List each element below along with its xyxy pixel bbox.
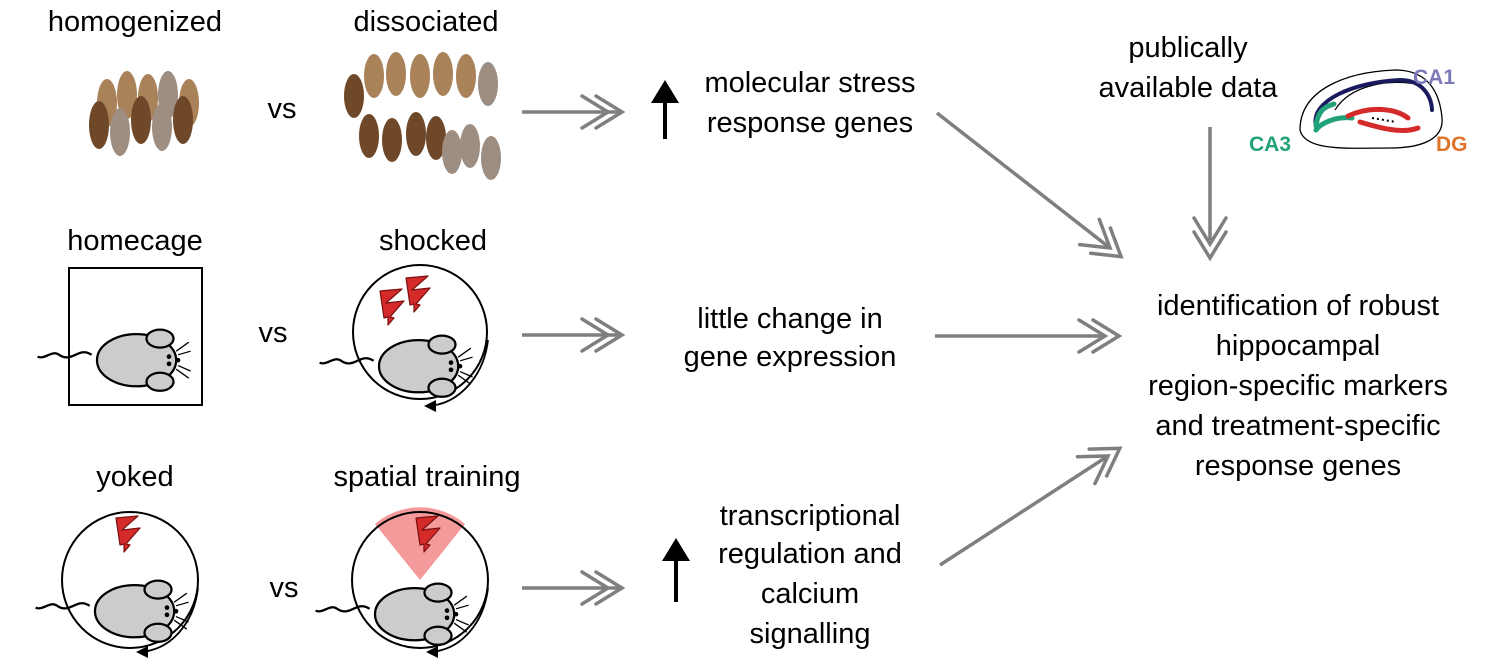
tissue-cells-icon-dissociated — [344, 52, 501, 180]
result-2-line-2: gene expression — [684, 341, 897, 373]
mouse-icon-spatial — [314, 582, 470, 646]
public-data-line-2: available data — [1099, 72, 1279, 104]
region-ca1-label: CA1 — [1413, 66, 1455, 89]
result-1-line-2: response genes — [707, 107, 913, 139]
arena-yoked — [61, 511, 199, 649]
double-arrow-icon-2 — [522, 317, 624, 353]
region-dg-label: DG — [1436, 133, 1468, 156]
lightning-icon-2 — [405, 275, 431, 313]
double-arrow-icon-1 — [522, 94, 624, 130]
vs-label-3: vs — [270, 572, 299, 604]
mouse-icon-homecage — [36, 328, 192, 392]
region-ca3-label: CA3 — [1249, 133, 1291, 156]
outcome-line-2: hippocampal — [1216, 330, 1380, 362]
label-spatial-training: spatial training — [334, 461, 521, 493]
result-1-line-1: molecular stress — [704, 67, 915, 99]
rotation-arrow-spatial — [429, 587, 489, 653]
arena-shocked — [352, 264, 488, 400]
double-arrow-icon-3 — [522, 570, 624, 606]
label-homecage: homecage — [67, 225, 202, 257]
up-arrow-icon-1 — [651, 80, 679, 139]
result-2-line-1: little change in — [697, 303, 882, 335]
outcome-line-3: region-specific markers — [1148, 370, 1448, 402]
label-homogenized: homogenized — [48, 6, 222, 38]
vs-label-1: vs — [268, 93, 297, 125]
label-yoked: yoked — [96, 461, 173, 493]
outcome-line-1: identification of robust — [1157, 290, 1439, 322]
arena-spatial — [351, 511, 489, 649]
double-arrow-icon-public — [1192, 127, 1228, 260]
up-arrow-icon-3 — [662, 538, 690, 602]
label-shocked: shocked — [379, 225, 487, 257]
rotation-arrow-yoked — [139, 587, 199, 653]
lightning-icon-yoked — [115, 515, 141, 553]
outcome-line-4: and treatment-specific — [1155, 410, 1440, 442]
homecage-box — [68, 267, 203, 406]
result-3-line-2: regulation and — [718, 538, 902, 570]
hippocampus-icon — [1299, 69, 1443, 149]
rotation-arrow-shocked — [427, 339, 489, 407]
result-3-line-1: transcriptional — [720, 500, 901, 532]
double-arrow-icon-row1-outcome — [935, 111, 1133, 271]
public-data-line-1: publically — [1128, 32, 1248, 64]
double-arrow-icon-row3-outcome — [939, 433, 1131, 567]
result-3-line-4: signalling — [750, 618, 871, 650]
label-dissociated: dissociated — [353, 6, 498, 38]
mouse-icon-shocked — [318, 334, 474, 398]
outcome-line-5: response genes — [1195, 450, 1401, 482]
result-3-line-3: calcium — [761, 578, 859, 610]
vs-label-2: vs — [259, 317, 288, 349]
tissue-cells-icon-homogenized — [89, 71, 199, 156]
double-arrow-icon-row2-outcome — [935, 318, 1121, 354]
lightning-icon-1 — [379, 288, 405, 326]
mouse-icon-yoked — [34, 579, 190, 643]
